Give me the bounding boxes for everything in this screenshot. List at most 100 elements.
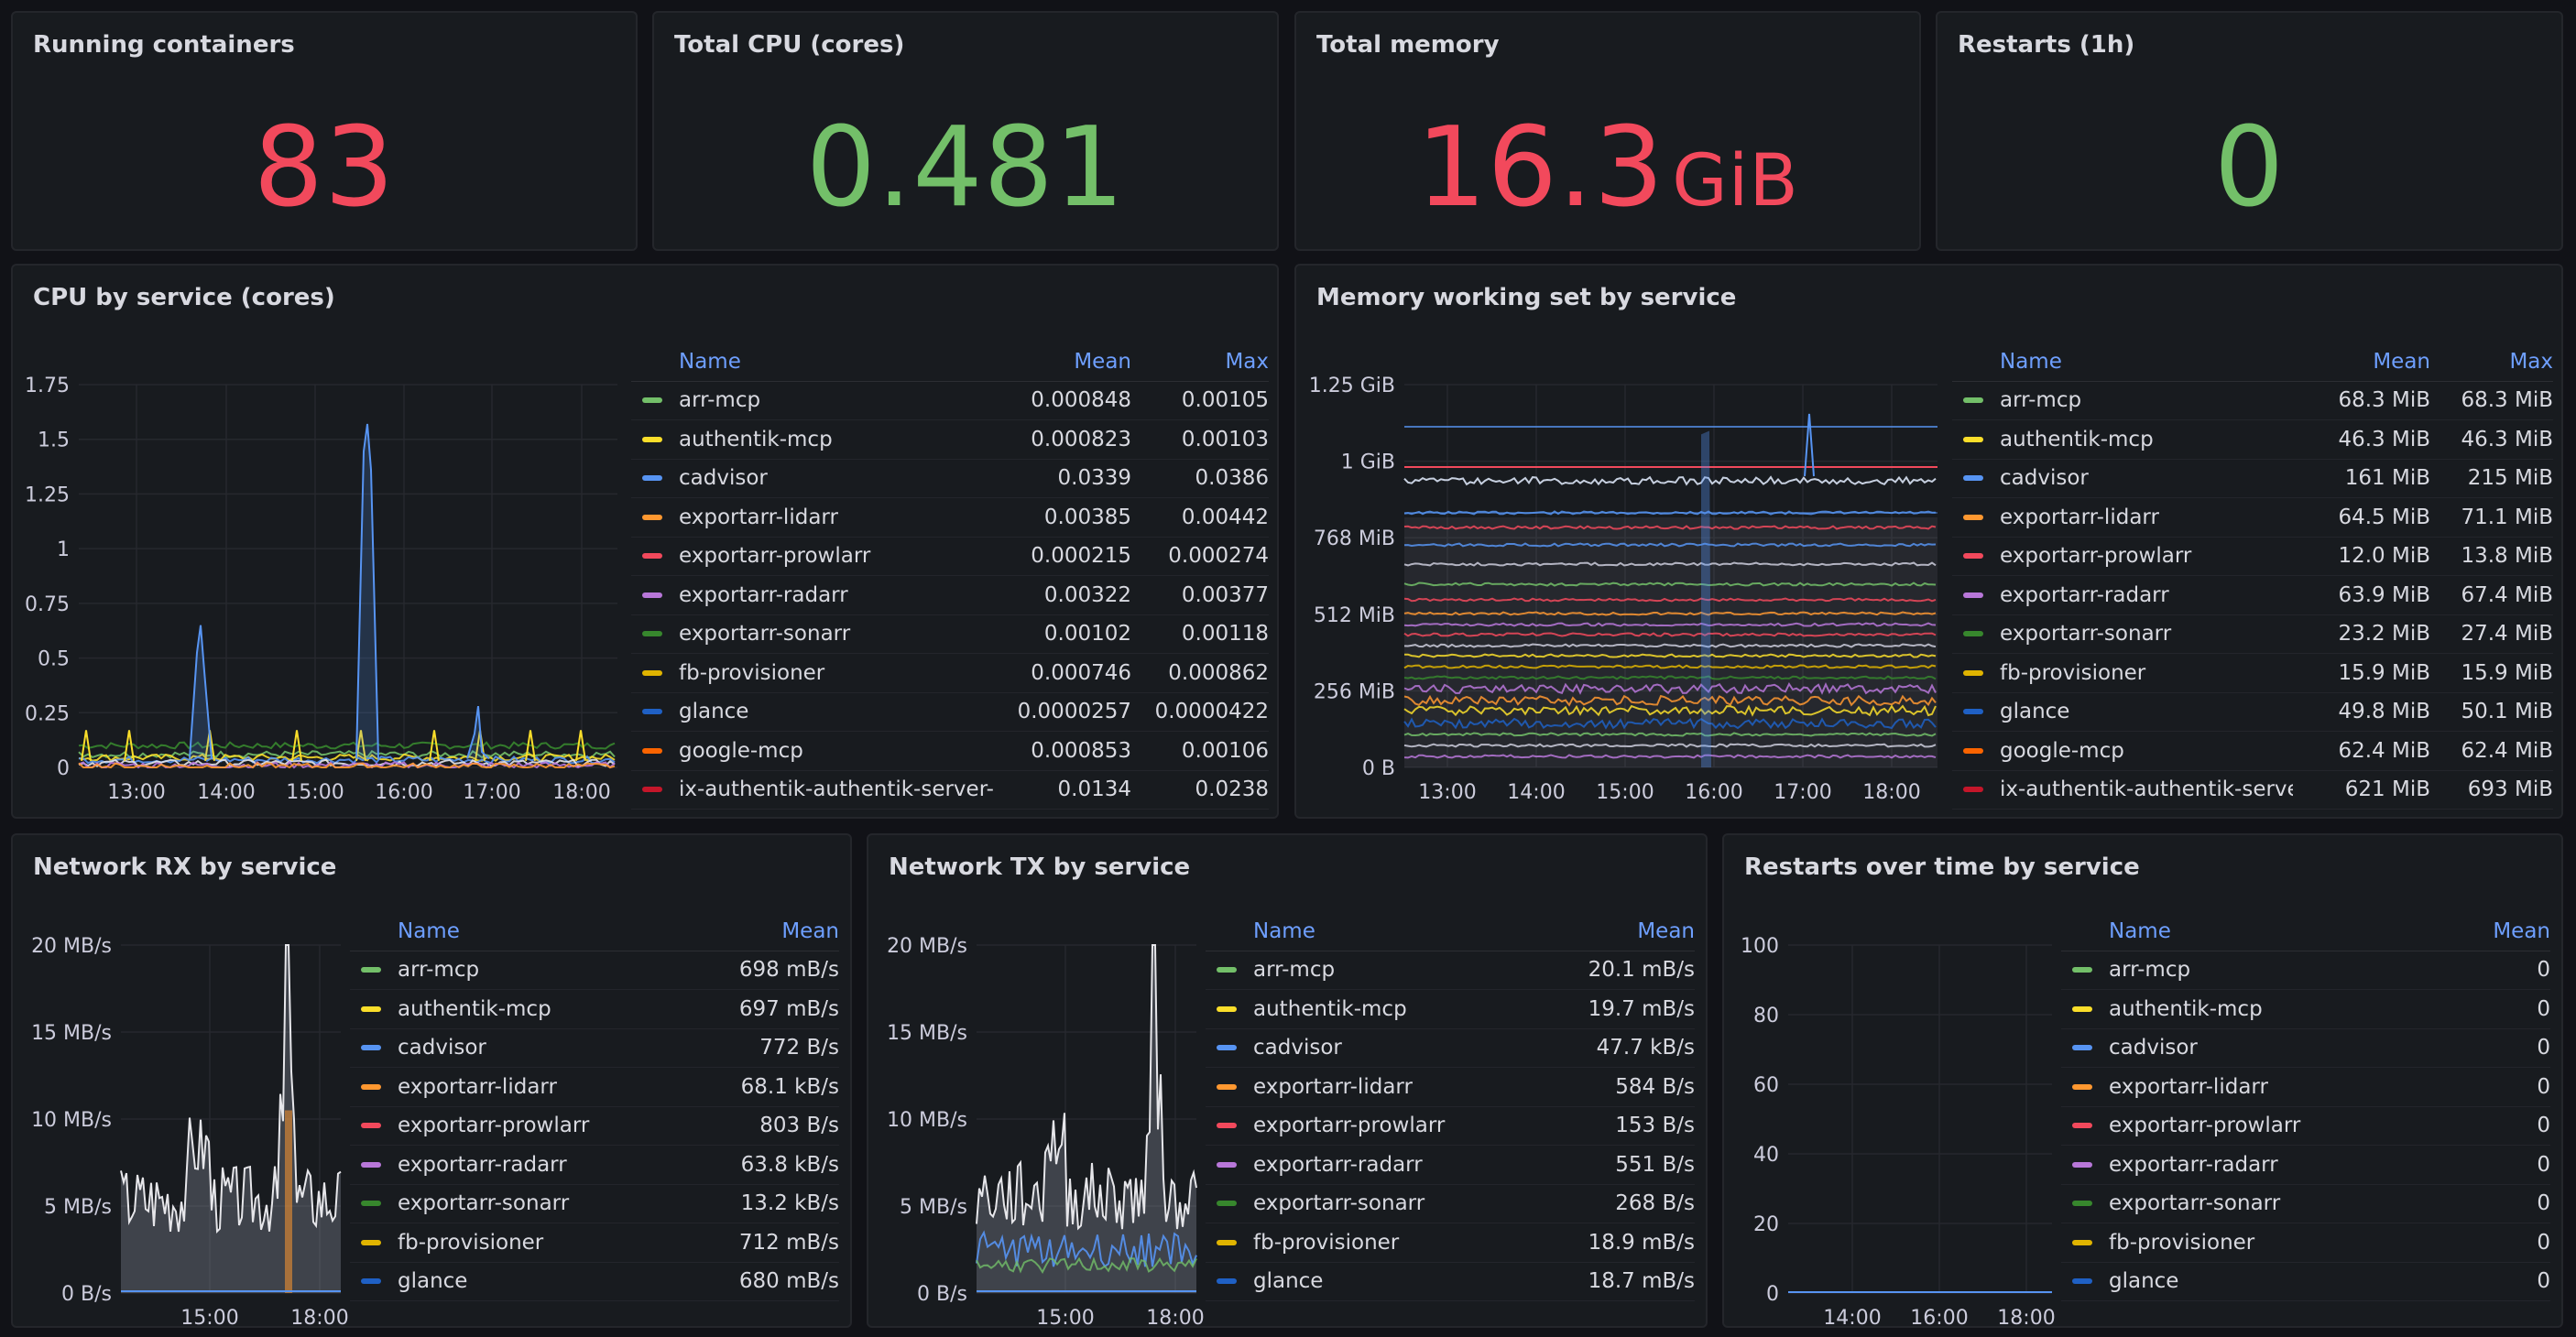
legend-row[interactable]: exportarr-prowlarr 12.0 MiB 13.8 MiB	[1952, 538, 2553, 576]
legend-row[interactable]: arr-mcp 20.1 mB/s	[1206, 951, 1695, 990]
network-tx-timeseries-chart[interactable]: 0 B/s 5 MB/s 10 MB/s 15 MB/s 20 MB/s 15:00 18:…	[868, 908, 1207, 1326]
legend-row[interactable]: cadvisor 0.0339 0.0386	[631, 460, 1269, 498]
cpu-timeseries-chart[interactable]: 0 0.25 0.5 0.75 1 1.25 1.5 1.75 13:00 14:00 15:00 1…	[13, 348, 636, 806]
series-color-swatch	[1963, 514, 1983, 520]
series-color-swatch	[1963, 709, 1983, 715]
legend-row[interactable]: cadvisor 161 MiB 215 MiB	[1952, 460, 2553, 498]
legend-row[interactable]: authentik-mcp 19.7 mB/s	[1206, 990, 1695, 1029]
legend-series-name: exportarr-lidarr	[350, 1075, 656, 1099]
legend-row[interactable]: authentik-mcp 0	[2061, 990, 2550, 1029]
legend-row[interactable]: cadvisor 772 B/s	[350, 1029, 839, 1068]
series-line	[1403, 525, 1937, 530]
legend-row[interactable]: exportarr-lidarr 0	[2061, 1068, 2550, 1107]
stat-panel-total-memory[interactable]: Total memory 16.3 GiB	[1294, 11, 1921, 251]
legend-row[interactable]: glance 0	[2061, 1263, 2550, 1301]
cpu-by-service-panel[interactable]: CPU by service (cores) 0 0.25 0.5 0.75 1 1.25…	[11, 264, 1279, 819]
series-label: exportarr-lidarr	[2109, 1074, 2268, 1099]
legend-row[interactable]: fb-provisioner 712 mB/s	[350, 1223, 839, 1263]
legend-row[interactable]: exportarr-prowlarr 0.000215 0.000274	[631, 538, 1269, 576]
legend-row[interactable]: glance 680 mB/s	[350, 1263, 839, 1301]
legend-row[interactable]: glance 0.0000257 0.0000422	[631, 693, 1269, 732]
legend-mean-value: 712 mB/s	[738, 1230, 839, 1255]
stat-panel-running-containers[interactable]: Running containers 83	[11, 11, 638, 251]
series-label: exportarr-sonarr	[398, 1191, 570, 1216]
legend-row[interactable]: exportarr-radarr 63.9 MiB 67.4 MiB	[1952, 576, 2553, 615]
legend-row[interactable]: fb-provisioner 0	[2061, 1223, 2550, 1263]
network-rx-timeseries-chart[interactable]: 0 B/s 5 MB/s 10 MB/s 15 MB/s 20 MB/s 15:00 18:…	[13, 908, 352, 1326]
legend-row[interactable]: exportarr-sonarr 0.00102 0.00118	[631, 615, 1269, 654]
restarts-over-time-panel[interactable]: Restarts over time by service 0 20 40 60 80 1…	[1722, 833, 2563, 1328]
network-tx-panel[interactable]: Network TX by service 0 B/s 5 MB/s 10 MB/s…	[867, 833, 1708, 1328]
legend-header-max[interactable]: Max	[2509, 349, 2553, 374]
stat-panel-total-cpu[interactable]: Total CPU (cores) 0.481	[652, 11, 1279, 251]
legend-row[interactable]: glance 49.8 MiB 50.1 MiB	[1952, 693, 2553, 732]
legend-row[interactable]: arr-mcp 0	[2061, 951, 2550, 990]
legend-series-name: ix-authentik-authentik-server-1	[1952, 777, 2293, 801]
legend-row[interactable]: arr-mcp 0.000848 0.00105	[631, 382, 1269, 420]
legend-series-name: arr-mcp	[1952, 388, 2293, 412]
legend-series-name: arr-mcp	[350, 958, 656, 982]
legend-header-name[interactable]: Name	[2000, 349, 2062, 374]
legend-row[interactable]: exportarr-lidarr 584 B/s	[1206, 1068, 1695, 1107]
legend-row[interactable]: exportarr-radarr 0.00322 0.00377	[631, 576, 1269, 615]
legend-header-mean[interactable]: Mean	[1074, 349, 1131, 374]
legend-row[interactable]: fb-provisioner 15.9 MiB 15.9 MiB	[1952, 654, 2553, 693]
legend-row[interactable]: glance 18.7 mB/s	[1206, 1263, 1695, 1301]
legend-row[interactable]: arr-mcp 68.3 MiB 68.3 MiB	[1952, 382, 2553, 420]
legend-header-name[interactable]: Name	[1253, 919, 1315, 943]
legend-mean-value: 0	[2537, 996, 2550, 1021]
legend-series-name: exportarr-lidarr	[631, 505, 994, 529]
legend-row[interactable]: exportarr-sonarr 13.2 kB/s	[350, 1185, 839, 1223]
legend-header-mean[interactable]: Mean	[781, 919, 839, 943]
legend-header-name[interactable]: Name	[679, 349, 741, 374]
legend-row[interactable]: exportarr-prowlarr 153 B/s	[1206, 1107, 1695, 1146]
series-label: fb-provisioner	[1253, 1230, 1400, 1255]
legend-row[interactable]: exportarr-sonarr 0	[2061, 1185, 2550, 1223]
legend-row[interactable]: exportarr-sonarr 268 B/s	[1206, 1185, 1695, 1223]
legend-row[interactable]: ix-authentik-authentik-server-1 0.0134 0.0…	[631, 771, 1269, 810]
legend-row[interactable]: cadvisor 0	[2061, 1029, 2550, 1068]
stat-panel-restarts-1h[interactable]: Restarts (1h) 0	[1936, 11, 2563, 251]
legend-row[interactable]: exportarr-prowlarr 803 B/s	[350, 1107, 839, 1146]
legend-max-value: 0.00118	[1181, 622, 1269, 647]
legend-row[interactable]: google-mcp 62.4 MiB 62.4 MiB	[1952, 732, 2553, 771]
legend-series-name: exportarr-lidarr	[1952, 505, 2293, 529]
legend-mean-value: 12.0 MiB	[2338, 544, 2430, 569]
legend-row[interactable]: exportarr-lidarr 64.5 MiB 71.1 MiB	[1952, 498, 2553, 538]
series-label: cadvisor	[2109, 1036, 2198, 1060]
legend-row[interactable]: authentik-mcp 697 mB/s	[350, 990, 839, 1029]
legend-header-mean[interactable]: Mean	[1637, 919, 1695, 943]
restarts-legend-table: Name Mean arr-mcp 0 authentik-mcp 0 cadvisor 0 e…	[2061, 912, 2550, 1301]
y-tick-label: 1.25 GiB	[1309, 375, 1395, 397]
legend-header-max[interactable]: Max	[1225, 349, 1269, 374]
legend-header-mean[interactable]: Mean	[2493, 919, 2550, 943]
legend-row[interactable]: arr-mcp 698 mB/s	[350, 951, 839, 990]
legend-row[interactable]: exportarr-radarr 0	[2061, 1146, 2550, 1185]
legend-row[interactable]: authentik-mcp 0.000823 0.00103	[631, 420, 1269, 460]
legend-row[interactable]: exportarr-radarr 63.8 kB/s	[350, 1146, 839, 1185]
legend-row[interactable]: fb-provisioner 18.9 mB/s	[1206, 1223, 1695, 1263]
legend-row[interactable]: exportarr-lidarr 0.00385 0.00442	[631, 498, 1269, 538]
legend-row[interactable]: google-mcp 0.000853 0.00106	[631, 732, 1269, 771]
legend-row[interactable]: authentik-mcp 46.3 MiB 46.3 MiB	[1952, 420, 2553, 460]
series-color-swatch	[1963, 631, 1983, 637]
legend-row[interactable]: ix-authentik-authentik-server-1 621 MiB 69…	[1952, 771, 2553, 810]
legend-row[interactable]: exportarr-prowlarr 0	[2061, 1107, 2550, 1146]
legend-row[interactable]: exportarr-lidarr 68.1 kB/s	[350, 1068, 839, 1107]
network-rx-panel[interactable]: Network RX by service 0 B/s 5 MB/s 10 MB/s…	[11, 833, 852, 1328]
panel-title: Restarts over time by service	[1744, 853, 2140, 881]
legend-mean-value: 0.000746	[1031, 660, 1131, 685]
legend-row[interactable]: exportarr-radarr 551 B/s	[1206, 1146, 1695, 1185]
legend-header-name[interactable]: Name	[398, 919, 460, 943]
legend-series-name: cadvisor	[2061, 1036, 2367, 1060]
legend-row[interactable]: fb-provisioner 0.000746 0.000862	[631, 654, 1269, 693]
legend-header-mean[interactable]: Mean	[2373, 349, 2430, 374]
legend-row[interactable]: cadvisor 47.7 kB/s	[1206, 1029, 1695, 1068]
legend-header-name[interactable]: Name	[2109, 919, 2171, 943]
memory-timeseries-chart[interactable]: 0 B 256 MiB 512 MiB 768 MiB 1 GiB 1.25 GiB 13:…	[1296, 348, 1956, 806]
memory-working-set-panel[interactable]: Memory working set by service 0 B 256 MiB…	[1294, 264, 2563, 819]
series-peak	[355, 423, 379, 759]
x-tick-label: 18:00	[552, 781, 610, 804]
legend-row[interactable]: exportarr-sonarr 23.2 MiB 27.4 MiB	[1952, 615, 2553, 654]
restarts-timeseries-chart[interactable]: 0 20 40 60 80 100 14:00 16:00 18:00	[1724, 908, 2063, 1326]
